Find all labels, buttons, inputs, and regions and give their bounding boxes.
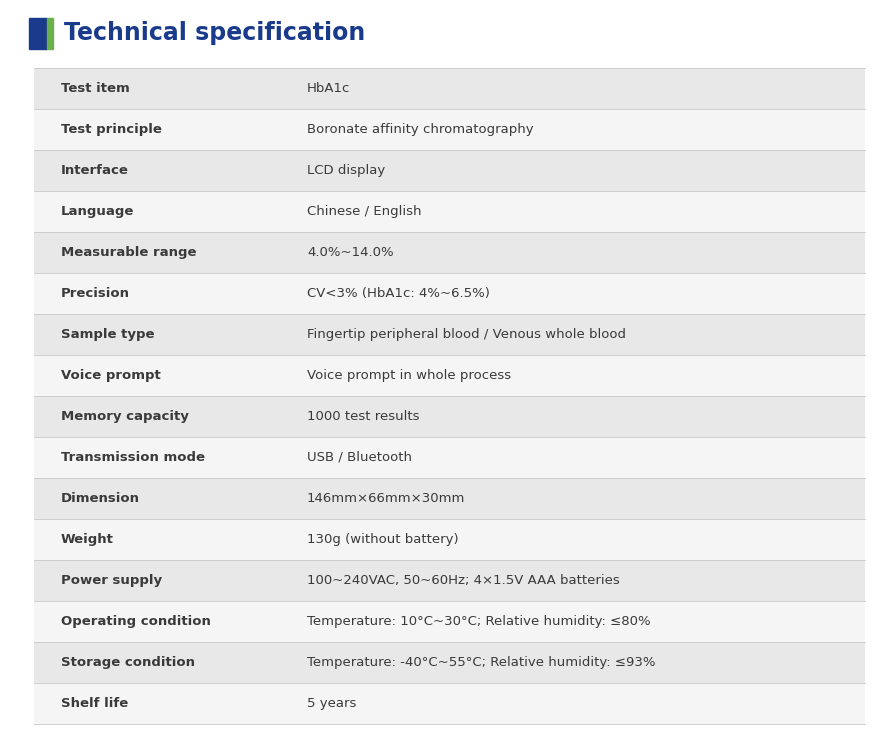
Text: Shelf life: Shelf life <box>61 696 128 710</box>
Text: Technical specification: Technical specification <box>64 21 365 45</box>
Text: Weight: Weight <box>61 533 113 546</box>
Text: Precision: Precision <box>61 287 130 300</box>
Text: 130g (without battery): 130g (without battery) <box>307 533 458 546</box>
Text: 100~240VAC, 50~60Hz; 4×1.5V AAA batteries: 100~240VAC, 50~60Hz; 4×1.5V AAA batterie… <box>307 573 619 587</box>
Bar <box>34 601 865 642</box>
Bar <box>29 18 47 49</box>
Bar <box>34 682 865 724</box>
Text: Temperature: 10°C~30°C; Relative humidity: ≤80%: Temperature: 10°C~30°C; Relative humidit… <box>307 615 651 628</box>
Text: Power supply: Power supply <box>61 573 162 587</box>
Text: Temperature: -40°C~55°C; Relative humidity: ≤93%: Temperature: -40°C~55°C; Relative humidi… <box>307 656 656 668</box>
Text: 4.0%~14.0%: 4.0%~14.0% <box>307 245 393 259</box>
Text: Operating condition: Operating condition <box>61 615 210 628</box>
Text: Memory capacity: Memory capacity <box>61 410 189 423</box>
Text: HbA1c: HbA1c <box>307 82 351 95</box>
Text: Language: Language <box>61 205 134 218</box>
Text: Voice prompt: Voice prompt <box>61 368 160 382</box>
Text: Chinese / English: Chinese / English <box>307 205 422 218</box>
Bar <box>34 519 865 560</box>
Bar <box>34 560 865 601</box>
Text: Voice prompt in whole process: Voice prompt in whole process <box>307 368 511 382</box>
Bar <box>47 18 53 49</box>
Text: 5 years: 5 years <box>307 696 356 710</box>
Text: Boronate affinity chromatography: Boronate affinity chromatography <box>307 123 534 136</box>
Bar <box>34 478 865 519</box>
Text: Transmission mode: Transmission mode <box>61 451 205 464</box>
Bar <box>34 396 865 437</box>
Text: 146mm×66mm×30mm: 146mm×66mm×30mm <box>307 492 465 505</box>
Text: Measurable range: Measurable range <box>61 245 196 259</box>
Text: Storage condition: Storage condition <box>61 656 195 668</box>
Text: Interface: Interface <box>61 164 128 177</box>
Bar <box>34 231 865 273</box>
Bar <box>34 314 865 354</box>
Bar <box>34 109 865 150</box>
Text: Sample type: Sample type <box>61 328 154 340</box>
Text: Test item: Test item <box>61 82 129 95</box>
Bar <box>34 354 865 396</box>
Text: Dimension: Dimension <box>61 492 140 505</box>
Text: CV<3% (HbA1c: 4%~6.5%): CV<3% (HbA1c: 4%~6.5%) <box>307 287 490 300</box>
Bar <box>34 68 865 109</box>
Text: USB / Bluetooth: USB / Bluetooth <box>307 451 412 464</box>
Text: 1000 test results: 1000 test results <box>307 410 419 423</box>
Bar <box>34 437 865 478</box>
Text: Test principle: Test principle <box>61 123 161 136</box>
Text: LCD display: LCD display <box>307 164 385 177</box>
Bar <box>34 191 865 231</box>
Text: Fingertip peripheral blood / Venous whole blood: Fingertip peripheral blood / Venous whol… <box>307 328 626 340</box>
Bar <box>34 150 865 191</box>
Bar <box>34 642 865 682</box>
Bar <box>34 273 865 314</box>
